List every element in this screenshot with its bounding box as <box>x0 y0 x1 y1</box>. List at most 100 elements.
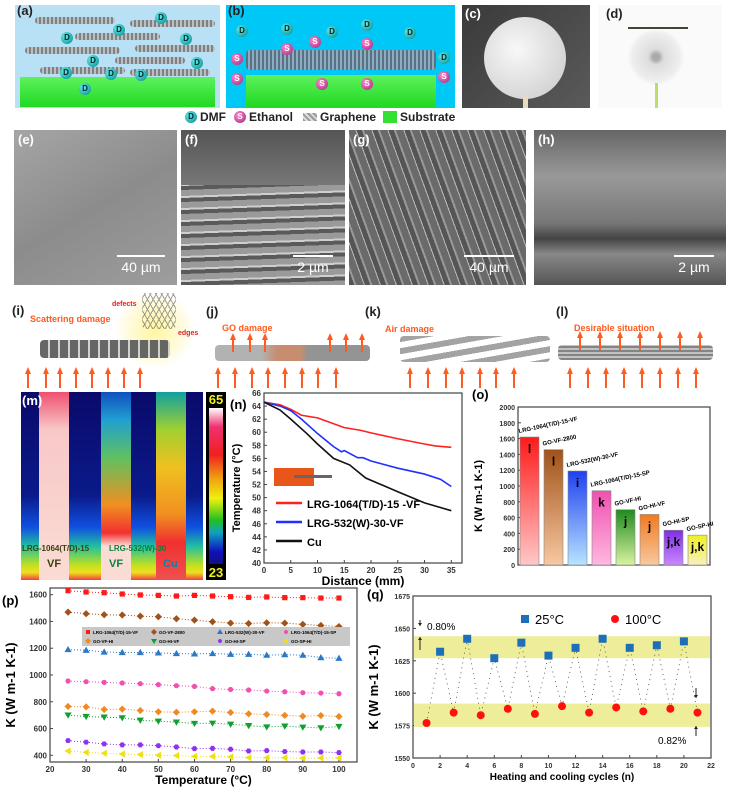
y-tick-label: 400 <box>34 751 48 760</box>
substrate <box>246 75 436 107</box>
heat-arrow-icon <box>675 367 681 374</box>
data-point <box>137 742 144 748</box>
data-point <box>264 688 270 694</box>
y-tick-label: 1550 <box>394 756 410 763</box>
heat-arrow-icon <box>697 331 703 338</box>
data-point <box>172 719 181 726</box>
annotation-upper: 0.80% <box>427 622 455 633</box>
sample-inset-strip <box>294 475 332 478</box>
series-line-7 <box>68 750 339 759</box>
graphene-icon <box>303 113 317 121</box>
panel-a-schematic: D D D D D D D D D D <box>15 5 220 108</box>
heat-arrow-icon <box>359 333 365 340</box>
x-tick-label: 6 <box>492 763 496 770</box>
data-point <box>65 588 71 594</box>
data-point <box>172 615 181 623</box>
data-point <box>136 612 144 620</box>
data-point <box>571 643 580 652</box>
thermal-label-1b: VF <box>47 558 62 570</box>
legend-marker-7 <box>283 638 288 644</box>
data-point <box>64 608 72 616</box>
data-point <box>335 723 343 731</box>
data-point <box>172 649 181 657</box>
photo-film-disc <box>462 5 590 108</box>
data-point <box>517 638 526 647</box>
bar-category-label: LRG-1064(T/D)-15-VF <box>518 417 578 435</box>
data-point <box>281 651 289 658</box>
heat-arrow-icon <box>693 367 699 374</box>
data-point <box>263 724 271 731</box>
data-point <box>119 742 126 748</box>
y-tick-label: 42 <box>252 546 261 555</box>
data-point <box>82 703 90 711</box>
y-tick-label: 50 <box>252 494 261 503</box>
data-point <box>64 747 71 755</box>
data-point <box>693 708 702 717</box>
data-point <box>476 711 485 720</box>
x-tick-label: 60 <box>190 765 199 774</box>
bar-category-label: GO-VF-HI <box>614 496 642 508</box>
panel-label-n: (n) <box>230 397 247 412</box>
y-tick-label: 1575 <box>394 724 410 731</box>
heat-arrow-icon <box>677 331 683 338</box>
data-point <box>173 593 180 599</box>
x-tick-label: 16 <box>626 763 634 770</box>
panel-label-d: (d) <box>606 6 623 21</box>
y-tick-label: 800 <box>503 500 515 507</box>
x-axis-label: Heating and cooling cycles (n) <box>490 772 634 783</box>
heat-arrow-icon <box>343 333 349 340</box>
heat-arrow-icon <box>57 367 63 374</box>
data-point <box>544 651 553 660</box>
data-point <box>666 704 675 713</box>
data-point <box>282 595 288 601</box>
y-tick-label: 1600 <box>394 691 410 698</box>
dmf-molecule-icon: D <box>87 55 99 67</box>
panel-label-g: (g) <box>353 132 370 147</box>
heat-arrow-icon <box>282 367 288 374</box>
y-tick-label: 1600 <box>29 591 47 600</box>
data-point <box>530 709 539 718</box>
x-tick-label: 10 <box>313 566 322 575</box>
chart-q-cycling-stability: (q) 1550 1575 1600 1625 1650 1675 0 2 4 6 8 10 12 14 16… <box>366 587 715 783</box>
series-line-1 <box>68 611 339 628</box>
data-point <box>64 645 72 653</box>
chart-o-thermal-conductivity-bars: (o) 0 200 400 600 800 1000 1200 1400 1600 1800 2000… <box>472 387 714 570</box>
legend-label-0: LRG-1064(T/D)-15-VF <box>93 630 138 635</box>
dmf-molecule-icon: D <box>326 26 338 38</box>
legend-marker-3 <box>284 630 288 634</box>
heat-arrow-icon <box>215 367 221 374</box>
heat-arrow-icon <box>511 367 517 374</box>
substrate-icon <box>383 111 397 123</box>
x-tick-label: 30 <box>82 765 91 774</box>
y-tick-label: 56 <box>252 454 261 463</box>
data-point <box>449 708 458 717</box>
legend-marker-1 <box>151 629 157 635</box>
y-tick-label: 800 <box>34 698 48 707</box>
annotation-arrow-icon <box>694 726 698 729</box>
y-axis-label: K (W m-1 K-1) <box>3 642 18 727</box>
y-tick-label: 40 <box>252 559 261 568</box>
bar-category-label: LRG-532(W)-30-VF <box>566 452 619 469</box>
y-tick-label: 1200 <box>499 468 515 475</box>
data-point <box>227 746 234 752</box>
legend-label-0: LRG-1064(T/D)-15 -VF <box>307 499 420 511</box>
bar-letter: l <box>528 442 531 456</box>
heat-arrow-icon <box>425 367 431 374</box>
bar-category-label: GO-SP-HI <box>686 521 714 533</box>
legend-label-6: GO-HI-SP <box>225 639 246 644</box>
bar-letter: j,k <box>690 540 705 554</box>
x-tick-label: 50 <box>154 765 163 774</box>
y-tick-label: 48 <box>252 507 261 516</box>
data-point <box>652 641 661 650</box>
heat-arrow-icon <box>477 367 483 374</box>
annotation-arrow-icon <box>418 623 422 626</box>
data-point <box>154 613 162 621</box>
data-point <box>281 723 289 730</box>
y-tick-label: 1000 <box>29 671 47 680</box>
data-point <box>190 616 199 624</box>
data-point <box>208 649 217 657</box>
panel-label-m: (m) <box>22 393 43 408</box>
dmf-molecule-icon: D <box>113 24 125 36</box>
legend-label-7: GO-SP-HI <box>291 639 312 644</box>
data-point <box>209 686 216 692</box>
